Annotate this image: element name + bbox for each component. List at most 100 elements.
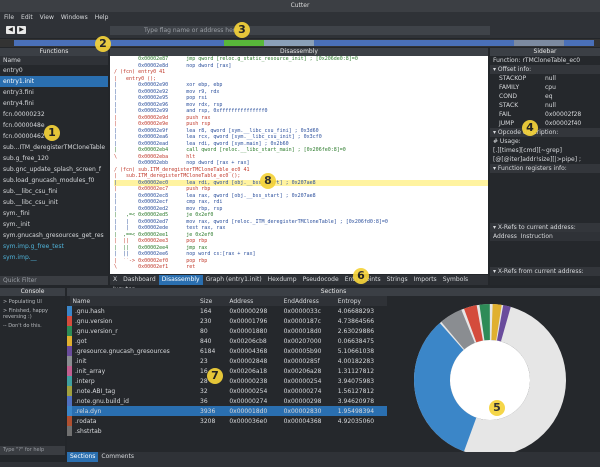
asm-line: | entry0 (); [114,75,157,82]
offset-row: STACKOP null [490,74,600,83]
annotation-badge: 4 [522,120,538,136]
section-row[interactable]: .gnu.hash 164 0x00000298 0x0000033c 4.066882… [67,306,388,316]
menu-item[interactable]: File [4,14,15,21]
sidebar-panel: Sidebar Function: rTMCloneTable_ec0 ▾ Of… [490,48,600,285]
asm-line: | || 0x00002ee4 jmp rax [114,244,208,251]
tab[interactable]: Strings [386,276,408,283]
function-item[interactable]: sub.__libc_csu_init [3,199,58,206]
section-row[interactable]: .shstrtab [67,426,388,436]
function-item[interactable]: entry1.init [0,76,108,87]
section-row[interactable]: .gresource.gnucash_gresources 6184 0x00004… [67,346,388,356]
asm-line: | 0x00002e9f lea r8, qword [sym.__libc_c… [114,127,319,134]
asm-line: | 0x00002ecf cmp rax, rdi [114,199,223,205]
asm-line: | 0x00002ec8 lea rax, qword [obj.__bss_s… [114,192,316,199]
asm-line: | 0x00002ea6 lea rcx, qword [sym.__libc_… [114,134,322,140]
tab[interactable]: Graph (entry1.init) [205,276,262,283]
function-item[interactable]: sub.g_free_120 [3,155,49,162]
function-item[interactable]: fcn.00000232 [3,111,45,118]
function-item[interactable]: entry3.fini [3,89,34,96]
section-cell: 0x00000274 [283,387,322,395]
function-item[interactable]: sym._fini [3,210,30,217]
console-input[interactable]: Type "?" for help [0,446,65,455]
section-row[interactable]: .init_array 16 0x00206a18 0x00206a28 1.31127… [67,366,388,376]
section-row[interactable]: .rela.dyn 3936 0x000018d0 0x00002830 1.95498… [67,406,387,416]
offset-key: FAMILY [499,84,520,91]
section-cell: 2.63029886 [337,327,375,335]
tab[interactable]: Dashboard [123,276,156,283]
tab[interactable]: Disassembly [158,275,203,285]
tab[interactable]: Hexdump [267,276,297,283]
section-row[interactable]: .rodata 3208 0x000036e0 0x00004368 4.9203506… [67,416,388,426]
section-cell: 0x0000033c [283,307,321,315]
overview-segment [314,40,514,46]
menu-item[interactable]: Windows [60,14,88,21]
tab[interactable]: Sections [67,452,99,462]
offset-value: null [545,75,556,82]
forward-button[interactable]: ▶ [17,26,26,34]
function-item[interactable]: entry0 [3,67,23,74]
section-row[interactable]: .gnu.version_r 80 0x00001880 0x000018d0 2.63… [67,326,388,336]
section-row[interactable]: .got 840 0x00206cb8 0x00207000 0.06638475 [67,336,388,346]
asm-line: 0x00002e8d nop dword [rax] [114,62,232,69]
column-header: Name [0,56,108,65]
function-item[interactable]: fcn.00000462 [3,133,45,140]
function-item[interactable]: sub.load_gnucash_modules_f0 [3,177,95,184]
function-item[interactable]: sub.gnc_update_splash_screen_f [3,166,101,173]
section-cell: 4.73864566 [337,317,375,325]
section-cell: 0x00206cb8 [229,337,267,345]
back-button[interactable]: ◀ [6,26,15,34]
function-item[interactable]: sym.gnucash_gresources_get_res [3,232,104,239]
function-item[interactable]: fcn.0000048e [3,122,45,129]
function-item[interactable]: sym.imp.g_free_test [3,243,64,250]
function-item[interactable]: entry4.fini [3,100,34,107]
overview-segment [224,40,264,46]
section-cell: 4.00182283 [337,357,375,365]
search-box[interactable]: Type flag name or address here [110,26,490,35]
tab[interactable]: Comments [101,453,134,460]
tab[interactable]: Symbols [442,276,469,283]
console-line: > Populating UI [3,299,42,305]
section-cell: 3.94620978 [337,397,375,405]
section-cell: .interp [67,376,197,386]
function-item[interactable]: sym._init [3,221,30,228]
function-item[interactable]: sub...ITM_deregisterTMCloneTable [3,144,106,151]
asm-line: | 0x00002e99 and rsp, 0xfffffffffffffff0 [114,108,268,114]
asm-line: 0x00002e87 jmp qword [reloc.g_static_res… [114,56,358,62]
tab[interactable]: Pseudocode [302,276,339,283]
close-tab[interactable]: X [113,276,118,283]
section-cell: 80 [200,327,208,335]
section-row[interactable]: .interp 28 0x00000238 0x00000254 3.94075983 [67,376,388,386]
menu-item[interactable]: Edit [21,14,33,21]
section-row[interactable]: .gnu.version 230 0x00001796 0x0000187c 4.738… [67,316,388,326]
section-cell: 0x00206a18 [229,367,268,375]
menu-item[interactable]: Help [94,14,109,21]
title-bar: Cutter [0,0,600,12]
section-cell: 23 [200,357,208,365]
tab[interactable]: Imports [413,276,437,283]
quick-filter[interactable]: Quick Filter [0,276,108,285]
section-cell: 3208 [200,417,216,425]
section-cell: 0x000018d0 [229,407,268,415]
bottom-tab-bar: Sections Comments [67,452,600,462]
section-cell: 230 [200,317,212,325]
section-row[interactable]: .note.gnu.build_id 36 0x00000274 0x00000298… [67,396,388,406]
section-cell: 16 [200,367,208,375]
section-cell: 0x00000238 [229,377,268,385]
filter-placeholder: Quick Filter [3,277,37,284]
offset-row: FAIL 0x00002f28 [490,110,600,119]
section-row[interactable]: .note.ABI_tag 32 0x00000254 0x00000274 1.561… [67,386,388,396]
panel-header: Sections [67,288,600,296]
function-item[interactable]: sub.__libc_csu_fini [3,188,58,195]
donut-hole [450,340,530,420]
asm-line: | 0x00002ec0 lea rdi, qword [obj.__bss_s… [114,179,488,186]
section-row[interactable]: .init 23 0x00002848 0x0000285f 4.00182283 [67,356,388,366]
section-title: X-Refs to current address: [497,224,576,231]
offset-row: STACK null [490,101,600,110]
panel-header: Sidebar [490,48,600,56]
menu-item[interactable]: View [39,14,54,21]
function-item[interactable]: sym.imp.__ [3,254,37,261]
offset-key: COND [499,93,518,100]
asm-line: | 0x00002e92 mov r9, rdx [114,88,220,95]
section-cell: 0x00206a28 [283,367,322,375]
